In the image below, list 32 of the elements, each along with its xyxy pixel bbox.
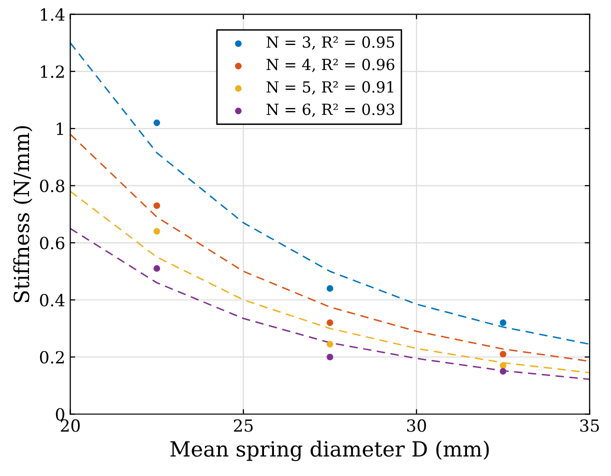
point xyxy=(500,362,506,369)
y-tick-label: 1.4 xyxy=(40,8,65,21)
line-series xyxy=(70,190,590,374)
y-tick-label: 0.2 xyxy=(40,350,64,364)
point xyxy=(500,350,506,358)
legend-label: N = 4, R² = 0.96 xyxy=(266,58,394,72)
y-tick-label: 1 xyxy=(56,122,64,135)
y-tick-label: 0.6 xyxy=(40,236,64,250)
point xyxy=(154,265,160,272)
x-axis-title: Mean spring diameter D (mm) xyxy=(170,440,489,462)
point xyxy=(500,368,506,375)
x-tick-label: 30 xyxy=(407,419,426,432)
x-tick-label: 25 xyxy=(234,419,253,432)
point xyxy=(154,120,160,126)
x-tick-label: 20 xyxy=(60,419,80,432)
y-tick-label: 0.8 xyxy=(40,180,64,192)
point xyxy=(326,340,334,348)
legend-label: N = 5, R² = 0.91 xyxy=(266,81,394,95)
legend-label: N = 6, R² = 0.93 xyxy=(266,104,394,117)
point xyxy=(154,228,160,235)
x-tick-label: 35 xyxy=(580,419,599,432)
point xyxy=(154,202,160,209)
y-axis-title: Stiffness (N/mm) xyxy=(13,126,32,302)
legend-label: N = 3, R² = 0.95 xyxy=(266,36,394,50)
point xyxy=(326,285,334,292)
point xyxy=(326,354,334,360)
point xyxy=(326,319,334,326)
line-series xyxy=(70,228,590,380)
y-tick-label: 1.2 xyxy=(40,65,64,78)
y-tick-label: 0 xyxy=(56,408,64,421)
point xyxy=(500,319,506,326)
y-tick-label: 0.4 xyxy=(40,294,65,306)
